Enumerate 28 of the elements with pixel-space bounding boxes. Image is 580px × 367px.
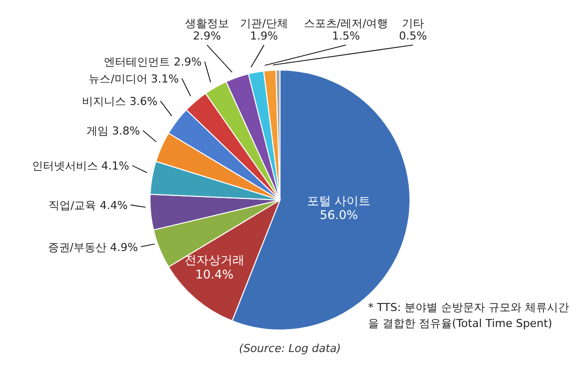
data-label: 3.1% <box>150 72 179 86</box>
slice-label: 포털 사이트 <box>306 194 371 208</box>
slice-label: 인터넷서비스 <box>32 160 98 173</box>
slice-label: 뉴스/미디어 <box>88 72 148 86</box>
data-label: 4.1% <box>101 160 130 173</box>
text: (Source: Log data) <box>238 342 342 355</box>
slice-label: 기관/단체 <box>240 17 288 30</box>
data-label: 1.9% <box>250 30 278 43</box>
slice-label: 게임 <box>86 124 108 138</box>
data-label: 56.0% <box>320 208 358 222</box>
data-label: 2.9% <box>193 30 221 43</box>
data-label: 1.5% <box>332 30 360 43</box>
data-label: 4.4% <box>100 198 128 212</box>
data-label: 2.9% <box>174 55 202 68</box>
slice-label: 생활정보 <box>185 17 229 30</box>
data-label: 4.9% <box>110 240 138 254</box>
slice-label: 직업/교육 <box>48 198 96 212</box>
data-label: 10.4% <box>195 267 234 282</box>
data-label: 3.6% <box>130 95 158 108</box>
slice-label: 비지니스 <box>82 95 126 108</box>
slice-label: 전자상거래 <box>184 252 244 267</box>
slice-label: 기타 <box>402 17 424 30</box>
slice-label: 증권/부동산 <box>48 240 106 254</box>
slice-label: 스포츠/레저/여행 <box>304 17 388 30</box>
data-label: 3.8% <box>112 124 140 138</box>
data-label: 0.5% <box>399 30 427 43</box>
text: * TTS: 분야별 순방문자 규모와 체류시간을 결합한 점유율(Total Time Spent) <box>368 300 570 332</box>
slice-label: 엔터테인먼트 <box>104 55 170 68</box>
